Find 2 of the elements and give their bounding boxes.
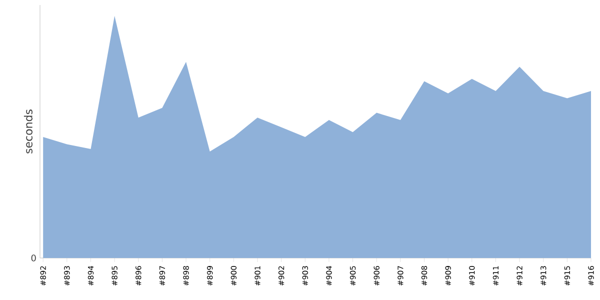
text: 0 [31, 254, 36, 262]
y-axis-title: seconds [24, 110, 32, 154]
